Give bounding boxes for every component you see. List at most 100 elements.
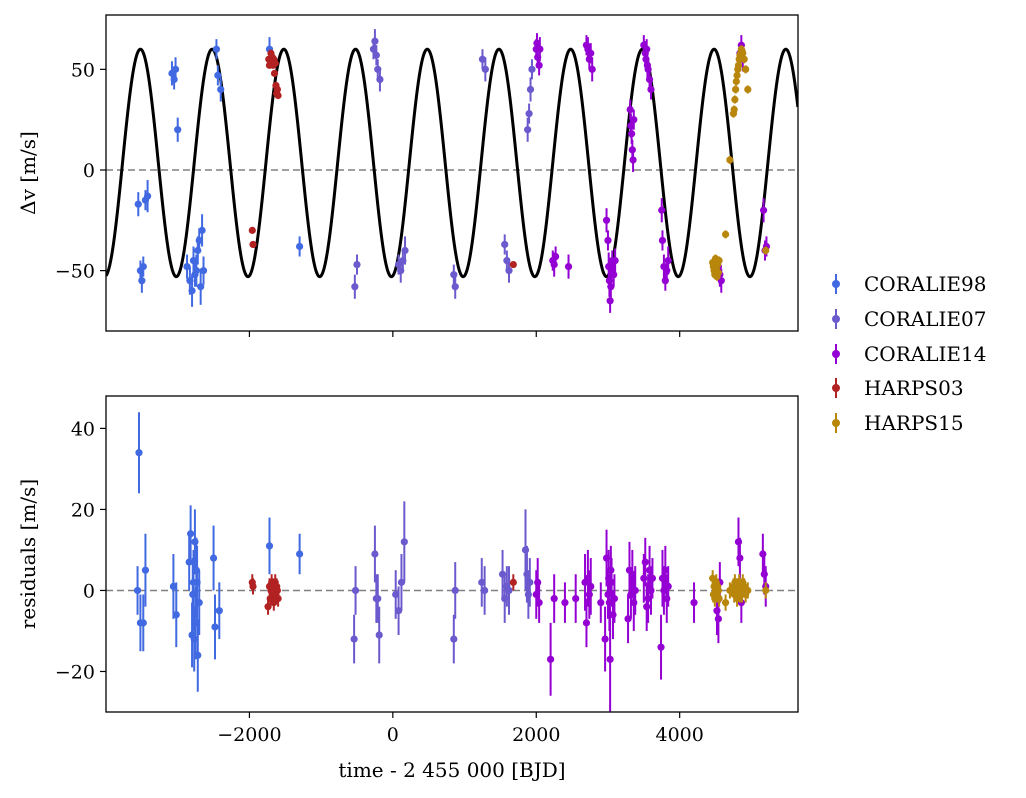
data-point xyxy=(610,262,618,287)
y-tick-label: 40 xyxy=(71,418,95,440)
residuals-y-axis-label: residuals [m/s] xyxy=(16,479,40,629)
data-point xyxy=(171,57,180,82)
data-point xyxy=(192,254,200,287)
point-marker xyxy=(185,558,193,566)
point-marker xyxy=(626,105,634,114)
point-marker xyxy=(135,449,143,457)
point-marker xyxy=(648,574,657,582)
data-point xyxy=(601,606,609,672)
data-point xyxy=(481,57,489,82)
series-harps15 xyxy=(709,570,770,611)
data-point xyxy=(552,246,560,267)
data-point xyxy=(351,566,360,615)
point-marker xyxy=(481,65,489,73)
point-marker xyxy=(641,558,649,566)
point-marker xyxy=(732,77,740,86)
point-marker xyxy=(134,200,142,208)
data-point xyxy=(451,562,459,619)
data-point xyxy=(174,117,182,142)
point-marker xyxy=(195,599,203,607)
point-marker xyxy=(526,578,534,586)
data-point xyxy=(730,105,738,114)
point-marker xyxy=(732,85,740,94)
point-marker xyxy=(644,65,652,73)
legend-marker xyxy=(832,419,840,427)
point-marker xyxy=(211,623,219,631)
data-point xyxy=(450,614,458,664)
data-point xyxy=(505,566,513,615)
data-point xyxy=(690,582,698,623)
point-marker xyxy=(534,578,542,586)
point-marker xyxy=(663,267,671,275)
data-point xyxy=(265,517,274,575)
point-marker xyxy=(478,578,486,586)
legend-label: HARPS03 xyxy=(864,376,964,400)
point-marker xyxy=(550,260,558,269)
point-marker xyxy=(731,95,739,104)
data-point xyxy=(664,566,672,607)
point-marker xyxy=(604,236,612,245)
data-point xyxy=(169,554,178,619)
rv-panel: 50 0 −50 Δv [m/s] xyxy=(16,14,799,337)
point-marker xyxy=(624,615,632,623)
point-marker xyxy=(628,130,636,138)
keplerian-model-curve xyxy=(106,47,798,279)
point-marker xyxy=(400,538,408,546)
point-marker xyxy=(296,242,304,251)
data-point xyxy=(624,594,632,644)
point-marker xyxy=(524,126,532,134)
point-marker xyxy=(585,590,593,599)
legend-marker xyxy=(832,350,840,358)
point-marker xyxy=(647,85,655,94)
point-marker xyxy=(351,283,359,291)
data-point xyxy=(587,43,595,64)
data-point xyxy=(187,505,195,563)
legend-marker xyxy=(832,315,840,323)
point-marker xyxy=(714,269,723,277)
data-point xyxy=(397,554,406,611)
point-marker xyxy=(521,546,530,554)
data-point xyxy=(141,533,150,607)
data-point xyxy=(648,558,657,599)
point-marker xyxy=(270,69,279,77)
data-point xyxy=(139,594,147,652)
point-marker xyxy=(607,283,615,291)
point-marker xyxy=(739,49,747,57)
data-point xyxy=(143,180,152,213)
point-marker xyxy=(195,236,203,245)
point-marker xyxy=(505,267,513,275)
data-point xyxy=(732,85,740,94)
point-marker xyxy=(690,599,698,607)
data-point xyxy=(197,268,205,305)
point-marker xyxy=(197,283,205,291)
legend-label: CORALIE07 xyxy=(864,307,986,331)
point-marker xyxy=(215,607,223,615)
data-point xyxy=(270,69,279,77)
point-marker xyxy=(170,75,178,84)
point-marker xyxy=(509,578,517,586)
point-marker xyxy=(552,252,560,261)
point-marker xyxy=(601,635,609,643)
series-coralie07 xyxy=(350,501,534,664)
legend-label: CORALIE14 xyxy=(864,342,986,366)
point-marker xyxy=(734,61,743,69)
point-marker xyxy=(451,283,459,291)
point-marker xyxy=(172,611,180,619)
data-point xyxy=(199,256,208,285)
residuals-x-ticks: −2000 0 2000 4000 xyxy=(217,712,704,746)
data-point xyxy=(726,155,734,164)
x-tick-label: 2000 xyxy=(512,724,560,746)
point-marker xyxy=(171,65,180,73)
point-marker xyxy=(564,262,573,271)
point-marker xyxy=(602,216,611,224)
point-marker xyxy=(643,45,651,53)
legend-marker xyxy=(832,384,840,392)
residuals-plot-frame xyxy=(105,395,799,713)
data-point xyxy=(481,566,489,615)
data-point xyxy=(715,590,723,607)
data-point xyxy=(217,77,225,102)
data-point xyxy=(188,274,196,307)
point-marker xyxy=(664,582,672,591)
point-marker xyxy=(644,594,652,603)
